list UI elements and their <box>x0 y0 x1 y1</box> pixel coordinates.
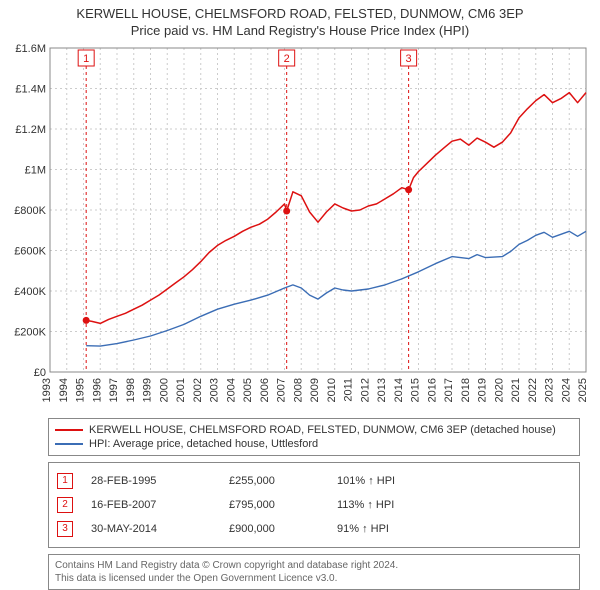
legend-item: HPI: Average price, detached house, Uttl… <box>55 437 573 451</box>
svg-text:2024: 2024 <box>560 378 572 402</box>
figure-container: KERWELL HOUSE, CHELMSFORD ROAD, FELSTED,… <box>0 0 600 590</box>
legend-label: HPI: Average price, detached house, Uttl… <box>89 438 318 450</box>
svg-text:1996: 1996 <box>91 378 103 402</box>
svg-text:2010: 2010 <box>326 378 338 402</box>
svg-text:2017: 2017 <box>443 378 455 402</box>
transaction-row: 3 30-MAY-2014 £900,000 91% ↑ HPI <box>57 517 571 541</box>
svg-text:2022: 2022 <box>527 378 539 402</box>
svg-text:2004: 2004 <box>225 378 237 402</box>
svg-text:£1.4M: £1.4M <box>15 83 46 95</box>
svg-text:3: 3 <box>406 53 412 65</box>
svg-text:£200K: £200K <box>14 326 46 338</box>
svg-text:1: 1 <box>83 53 89 65</box>
transaction-hpi-pct: 101% ↑ HPI <box>337 475 437 487</box>
attribution-footer: Contains HM Land Registry data © Crown c… <box>48 554 580 590</box>
svg-text:2014: 2014 <box>393 378 405 402</box>
svg-text:2002: 2002 <box>192 378 204 402</box>
svg-text:£800K: £800K <box>14 205 46 217</box>
svg-text:2005: 2005 <box>242 378 254 402</box>
svg-text:2006: 2006 <box>259 378 271 402</box>
svg-text:2000: 2000 <box>158 378 170 402</box>
svg-text:2023: 2023 <box>544 378 556 402</box>
svg-text:1997: 1997 <box>108 378 120 402</box>
svg-text:1993: 1993 <box>41 378 53 402</box>
svg-text:£400K: £400K <box>14 286 46 298</box>
legend-swatch <box>55 443 83 445</box>
svg-text:2: 2 <box>284 53 290 65</box>
svg-text:2021: 2021 <box>510 378 522 402</box>
svg-text:2009: 2009 <box>309 378 321 402</box>
transaction-badge: 1 <box>57 473 73 489</box>
transaction-date: 30-MAY-2014 <box>91 523 211 535</box>
legend: KERWELL HOUSE, CHELMSFORD ROAD, FELSTED,… <box>48 418 580 456</box>
transaction-price: £900,000 <box>229 523 319 535</box>
transaction-hpi-pct: 113% ↑ HPI <box>337 499 437 511</box>
svg-text:2015: 2015 <box>410 378 422 402</box>
title-line-1: KERWELL HOUSE, CHELMSFORD ROAD, FELSTED,… <box>8 6 592 23</box>
svg-text:2018: 2018 <box>460 378 472 402</box>
transaction-row: 2 16-FEB-2007 £795,000 113% ↑ HPI <box>57 493 571 517</box>
svg-text:2012: 2012 <box>359 378 371 402</box>
svg-text:2001: 2001 <box>175 378 187 402</box>
footer-line-1: Contains HM Land Registry data © Crown c… <box>55 559 573 572</box>
svg-text:2008: 2008 <box>292 378 304 402</box>
svg-text:1999: 1999 <box>142 378 154 402</box>
svg-text:2025: 2025 <box>577 378 589 402</box>
transactions-table: 1 28-FEB-1995 £255,000 101% ↑ HPI 2 16-FEB-20… <box>48 462 580 548</box>
svg-text:1994: 1994 <box>58 378 70 402</box>
transaction-badge: 2 <box>57 497 73 513</box>
svg-text:£0: £0 <box>34 367 46 379</box>
legend-item: KERWELL HOUSE, CHELMSFORD ROAD, FELSTED,… <box>55 423 573 437</box>
transaction-price: £255,000 <box>229 475 319 487</box>
svg-text:1995: 1995 <box>75 378 87 402</box>
line-chart: £0 £200K £400K £600K £800K £1M £1.2M £1.4M £1.6M… <box>8 42 592 412</box>
svg-text:2019: 2019 <box>477 378 489 402</box>
title-line-2: Price paid vs. HM Land Registry's House … <box>8 23 592 38</box>
svg-text:£1.2M: £1.2M <box>15 124 46 136</box>
svg-text:£1M: £1M <box>25 164 46 176</box>
svg-text:2007: 2007 <box>276 378 288 402</box>
transaction-row: 1 28-FEB-1995 £255,000 101% ↑ HPI <box>57 469 571 493</box>
transaction-date: 16-FEB-2007 <box>91 499 211 511</box>
svg-text:2020: 2020 <box>493 378 505 402</box>
svg-text:2016: 2016 <box>426 378 438 402</box>
legend-swatch <box>55 429 83 431</box>
chart-area: £0 £200K £400K £600K £800K £1M £1.2M £1.4M £1.6M… <box>8 42 592 412</box>
svg-text:2011: 2011 <box>343 378 355 402</box>
svg-text:£600K: £600K <box>14 245 46 257</box>
footer-line-2: This data is licensed under the Open Gov… <box>55 572 573 585</box>
svg-text:£1.6M: £1.6M <box>15 43 46 55</box>
transaction-date: 28-FEB-1995 <box>91 475 211 487</box>
transaction-badge: 3 <box>57 521 73 537</box>
svg-text:2003: 2003 <box>209 378 221 402</box>
transaction-hpi-pct: 91% ↑ HPI <box>337 523 437 535</box>
svg-text:2013: 2013 <box>376 378 388 402</box>
transaction-price: £795,000 <box>229 499 319 511</box>
legend-label: KERWELL HOUSE, CHELMSFORD ROAD, FELSTED,… <box>89 424 556 436</box>
svg-text:1998: 1998 <box>125 378 137 402</box>
